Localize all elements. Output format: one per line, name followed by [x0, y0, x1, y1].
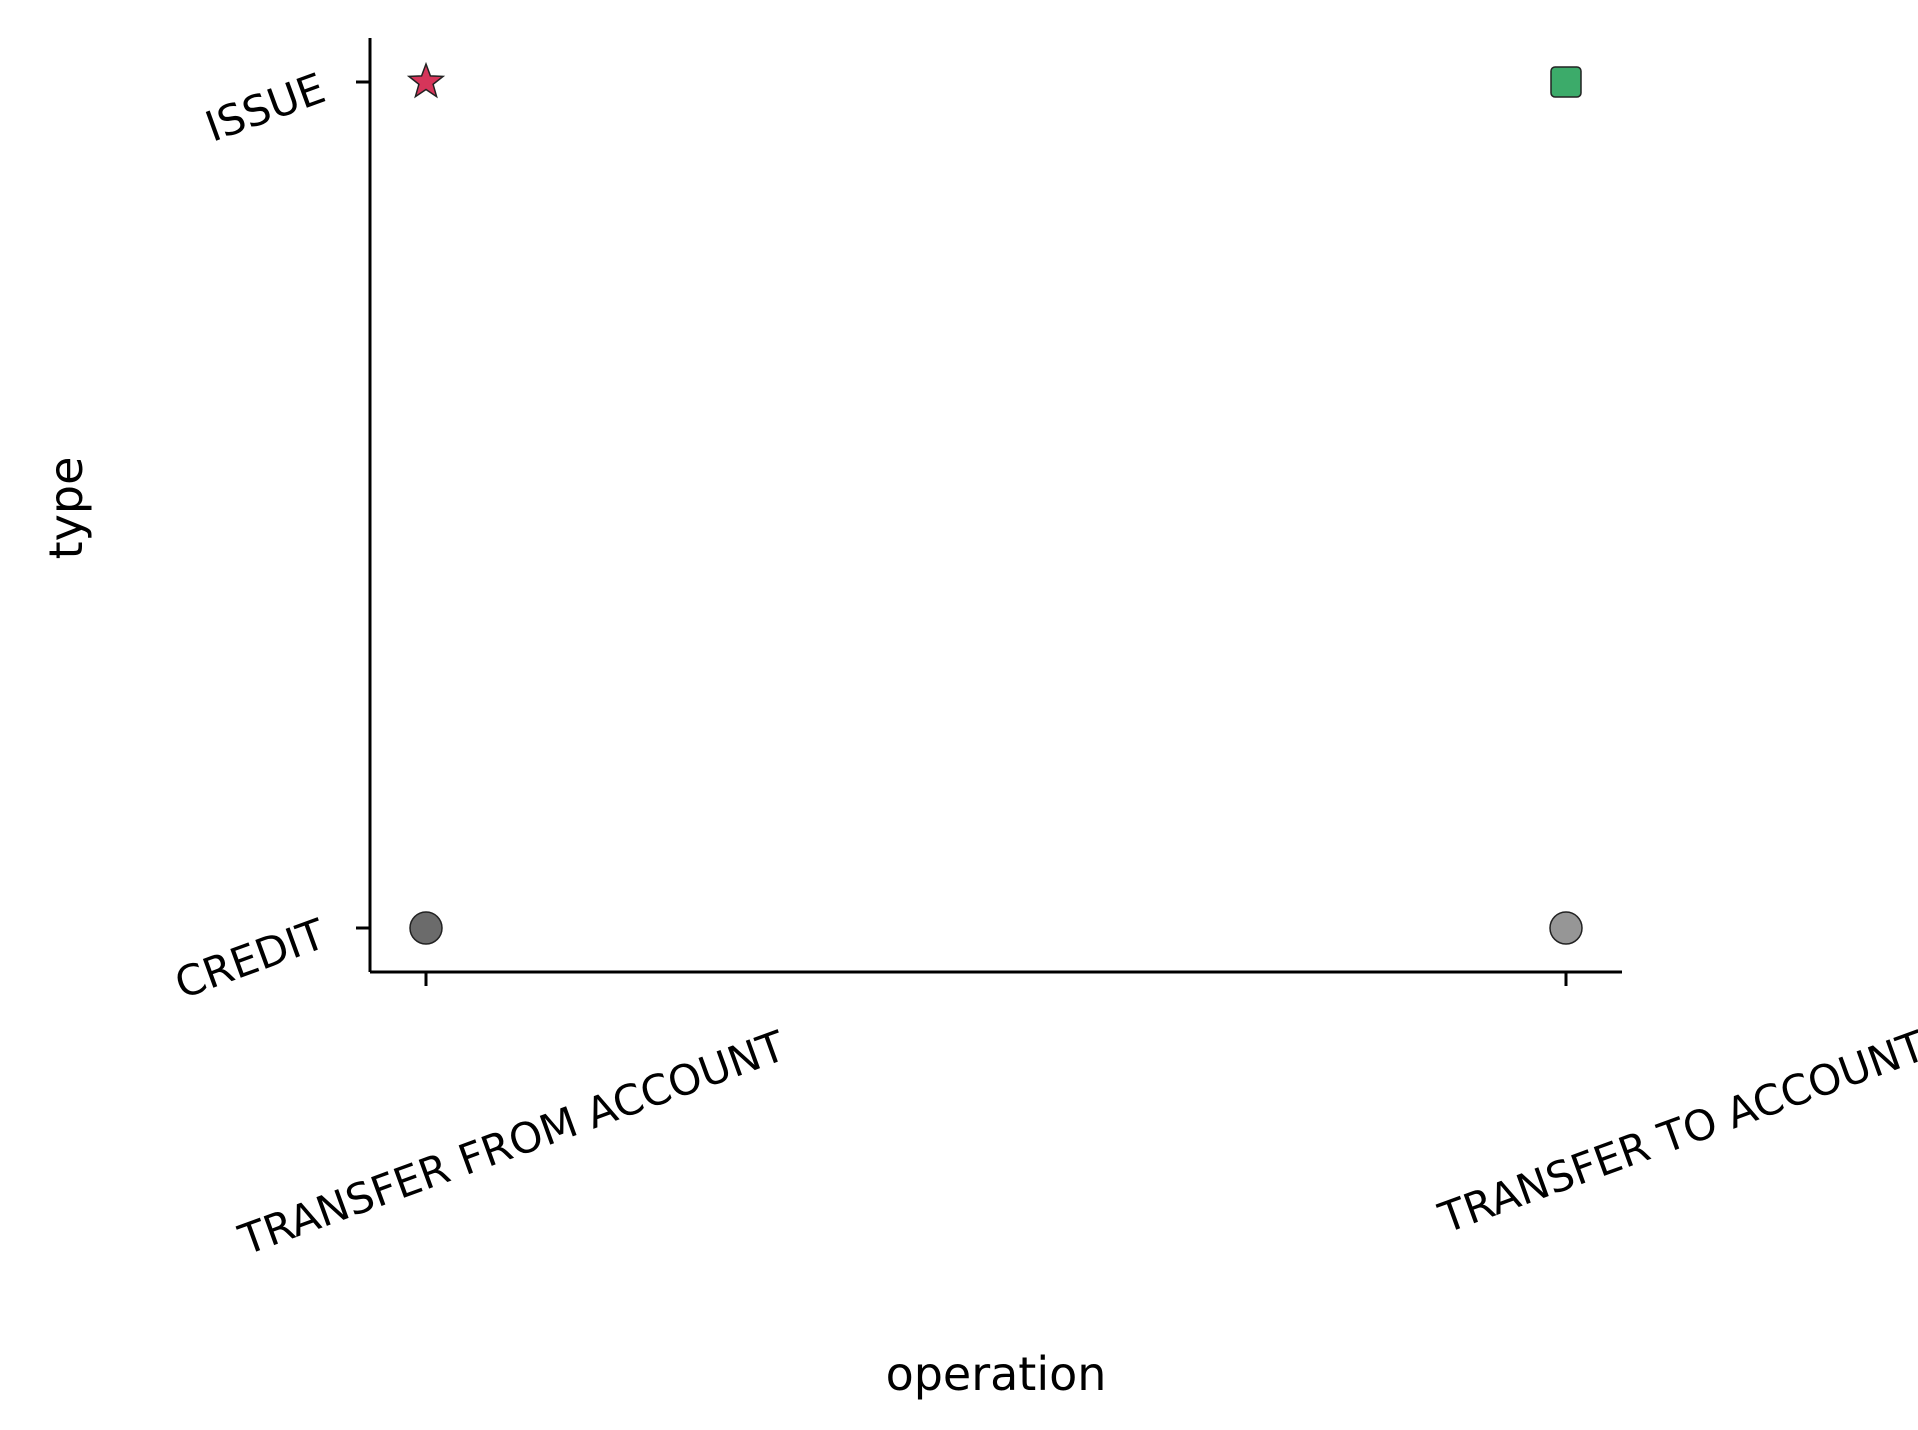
y-tick-label-credit: CREDIT: [169, 909, 332, 1008]
axes: [368, 38, 1622, 974]
x-tick-label-transfer-to-account: TRANSFER TO ACCOUNT: [1432, 1021, 1918, 1243]
point-transfer-to-account-issue: [1550, 66, 1582, 98]
y-tick-label-issue: ISSUE: [199, 63, 331, 151]
data-points: [406, 61, 1583, 945]
x-tick-label-transfer-from-account: TRANSFER FROM ACCOUNT: [232, 1021, 792, 1265]
point-transfer-from-account-credit: [409, 911, 443, 945]
y-axis-label: type: [39, 457, 93, 560]
x-ticks: TRANSFER FROM ACCOUNT TRANSFER TO ACCOUNT: [232, 972, 1918, 1265]
x-axis-label: operation: [886, 1347, 1107, 1401]
y-ticks: CREDIT ISSUE: [169, 63, 370, 1009]
point-transfer-from-account-issue: [406, 61, 446, 99]
point-transfer-to-account-credit: [1549, 911, 1583, 945]
